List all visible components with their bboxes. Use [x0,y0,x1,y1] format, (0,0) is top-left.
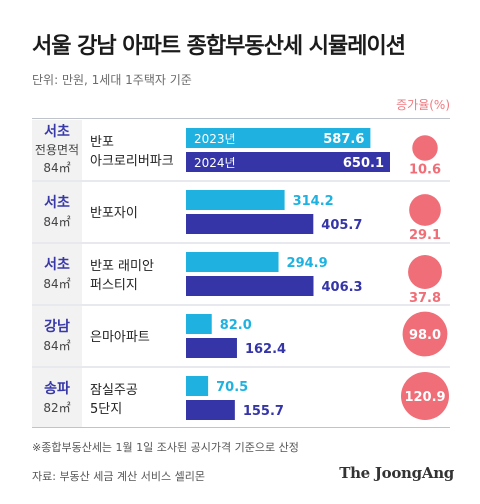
brand-logo: The JoongAng [339,464,454,482]
value-label-2024: 650.1 [343,156,384,171]
size-label: 84㎡ [43,339,70,353]
size-label: 84㎡ [43,215,70,229]
bottom-rule [32,427,450,428]
size-caption: 전용면적 [35,143,79,157]
bar-2024 [186,214,314,234]
rate-label: 29.1 [409,228,441,243]
district-label: 서초 [44,195,70,211]
rate-label: 120.9 [404,390,445,405]
district-label: 서초 [44,124,70,140]
size-label: 84㎡ [43,161,70,175]
bar-2023 [186,252,279,272]
rate-bubble [409,194,441,226]
unit-note: 단위: 만원, 1세대 1주택자 기준 [32,73,192,87]
bar-2023 [186,314,212,334]
bar-2024 [186,152,390,172]
district-cell-bg [32,244,82,304]
value-label-2024: 406.3 [321,280,362,295]
bar-2024 [186,338,237,358]
value-label-2023: 82.0 [220,318,252,333]
rate-label: 98.0 [409,328,441,343]
apartment-name: 반포자이 [90,206,138,221]
bar-2023 [186,376,209,396]
rate-bubble [408,255,442,289]
bar-2024 [186,276,314,296]
district-cell-bg [32,368,82,428]
rate-label: 10.6 [409,163,441,178]
value-label-2024: 162.4 [245,342,286,357]
value-label-2023: 294.9 [287,256,328,271]
rate-label: 37.8 [409,291,441,306]
bar-2023 [186,190,285,210]
legend-2023: 2023년 [194,132,236,146]
value-label-2023: 314.2 [293,194,334,209]
size-label: 82㎡ [43,401,70,415]
rate-bubble [402,311,448,357]
apartment-name: 아크로리버파크 [90,154,174,169]
value-label-2024: 405.7 [321,218,362,233]
value-label-2023: 70.5 [216,380,248,395]
rate-header: 증가율(%) [396,98,450,112]
rate-bubble [401,372,449,420]
size-label: 84㎡ [43,277,70,291]
bar-2024 [186,400,235,420]
apartment-name: 은마아파트 [90,330,150,345]
apartment-name: 반포 [90,135,114,150]
bar-2023 [186,128,371,148]
value-label-2024: 155.7 [243,404,284,419]
top-rule [32,118,450,119]
district-label: 서초 [44,257,70,273]
apartment-name: 반포 래미안 [90,259,154,274]
value-label-2023: 587.6 [323,132,364,147]
apartment-name: 퍼스티지 [90,278,138,293]
footnote: ※종합부동산세는 1월 1일 조사된 공시가격 기준으로 산정 [32,441,299,454]
district-label: 강남 [44,318,70,335]
district-label: 송파 [44,381,70,397]
district-cell-bg [32,182,82,242]
apartment-name: 5단지 [90,402,122,417]
district-cell-bg [32,120,82,180]
apartment-name: 잠실주공 [90,383,138,398]
legend-2024: 2024년 [194,156,236,170]
source-note: 자료: 부동산 세금 계산 서비스 셀리몬 [32,470,205,483]
district-cell-bg [32,306,82,366]
rate-bubble [412,135,438,161]
page-title: 서울 강남 아파트 종합부동산세 시뮬레이션 [32,34,406,59]
